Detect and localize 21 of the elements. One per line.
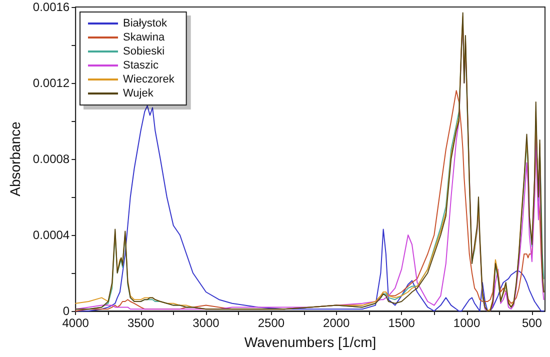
y-tick-label: 0.0016: [32, 0, 70, 14]
y-tick-label: 0.0004: [32, 228, 70, 242]
legend-label: Skawina: [123, 32, 166, 44]
y-tick-label: 0.0012: [32, 76, 70, 90]
x-tick-label: 1000: [453, 316, 480, 330]
x-axis-title: Wavenumbers [1/cm]: [244, 334, 376, 350]
y-tick-label: 0.0008: [32, 152, 70, 166]
x-tick-label: 3000: [192, 316, 220, 330]
x-tick-label: 3500: [127, 316, 154, 330]
x-tick-label: 1500: [388, 316, 416, 330]
x-tick-label: 2500: [258, 316, 285, 330]
legend-label: Staszic: [123, 60, 159, 72]
legend-label: Wieczorek: [123, 74, 175, 86]
x-tick-label: 500: [522, 316, 542, 330]
x-tick-label: 2000: [323, 316, 350, 330]
y-axis-title: Absorbance: [7, 121, 23, 196]
legend-label: Sobieski: [123, 46, 165, 58]
legend-label: Białystok: [123, 18, 168, 30]
legend-label: Wujek: [123, 88, 154, 100]
y-tick-label: 0: [62, 304, 70, 318]
x-tick-label: 4000: [62, 316, 90, 330]
